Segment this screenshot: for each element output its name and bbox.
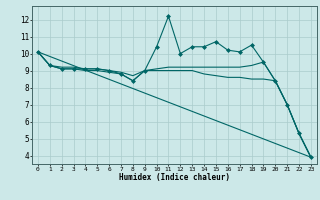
X-axis label: Humidex (Indice chaleur): Humidex (Indice chaleur) [119, 173, 230, 182]
